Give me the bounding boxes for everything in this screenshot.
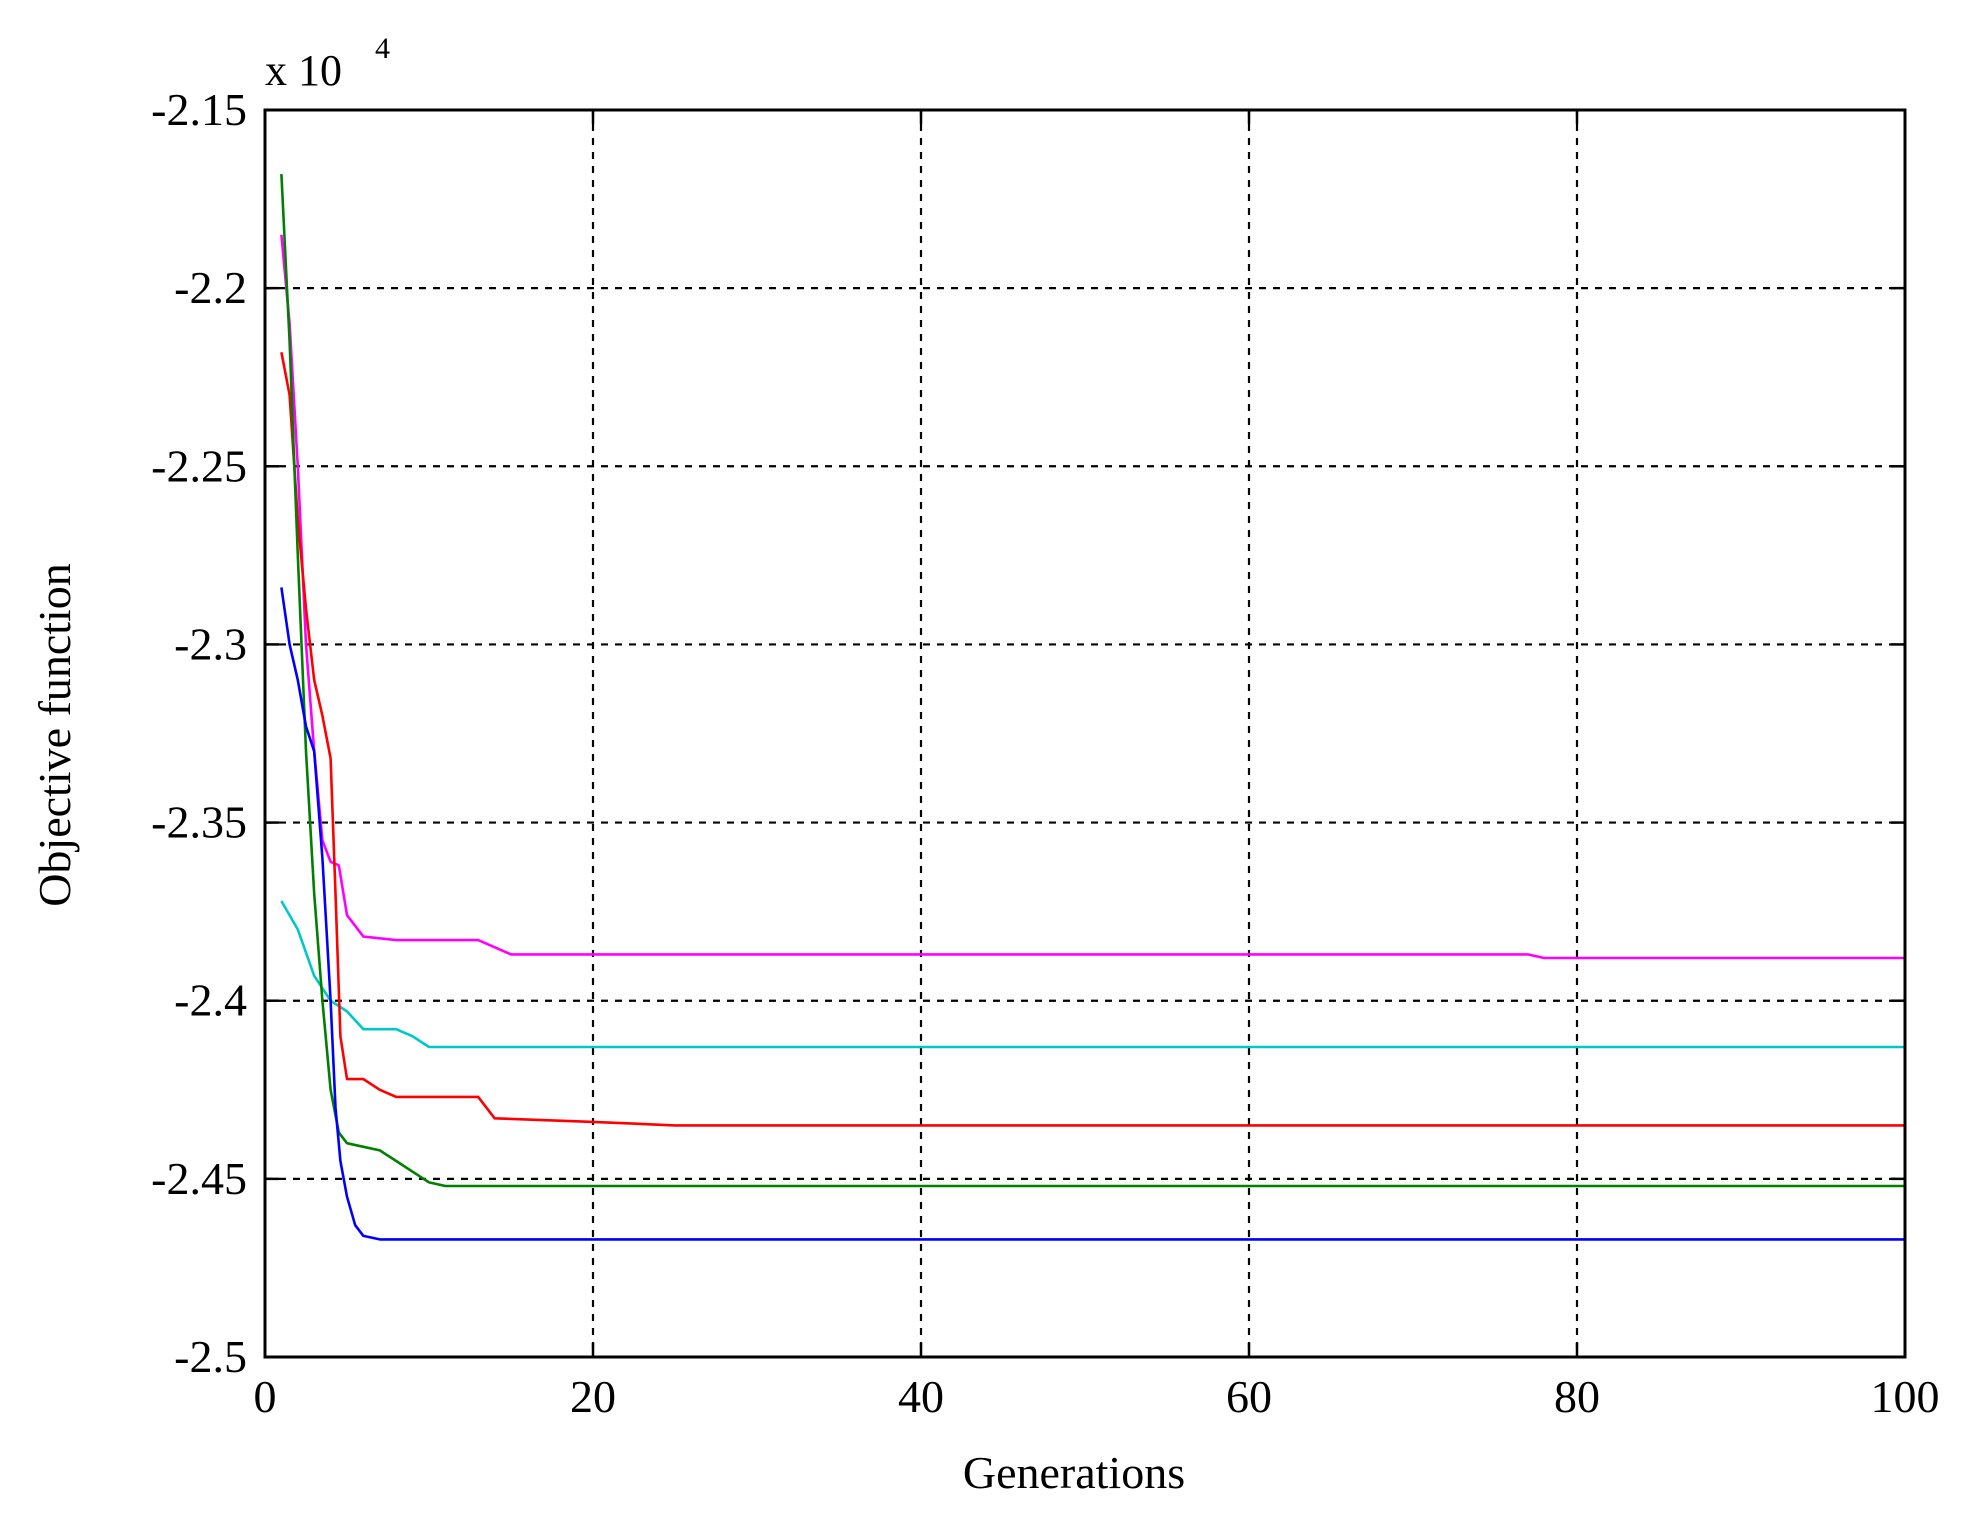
x-tick-label: 20 xyxy=(570,1371,616,1422)
series-line-2 xyxy=(280,900,1905,1049)
series-line-5 xyxy=(280,587,1905,1241)
y-tick-label: -2.25 xyxy=(151,440,247,491)
x-tick-label: 100 xyxy=(1871,1371,1940,1422)
x-axis-label: Generations xyxy=(963,1447,1185,1498)
grid-lines xyxy=(265,108,1905,1357)
y-tick-labels: -2.15 -2.2 -2.25 -2.3 -2.35 -2.4 -2.45 -2.5 xyxy=(151,84,247,1382)
series-line-4 xyxy=(280,174,1905,1188)
series-line-3 xyxy=(280,352,1905,1127)
x-tick-label: 40 xyxy=(898,1371,944,1422)
axis-ticks xyxy=(263,108,1907,1359)
y-tick-label: -2.35 xyxy=(151,797,247,848)
y-tick-label: -2.15 xyxy=(151,84,247,135)
plot-frame xyxy=(263,108,1907,1359)
y-tick-label: -2.2 xyxy=(174,262,247,313)
axis-multiplier: x 10 xyxy=(265,46,342,95)
x-tick-labels: 0 20 40 60 80 100 xyxy=(254,1371,1940,1422)
axis-multiplier-exponent: 4 xyxy=(375,32,390,65)
series-line-1 xyxy=(280,234,1905,960)
y-tick-label: -2.4 xyxy=(174,975,247,1026)
x-tick-label: 60 xyxy=(1226,1371,1272,1422)
y-axis-label: Objective function xyxy=(29,563,80,907)
x-tick-label: 80 xyxy=(1554,1371,1600,1422)
series-lines xyxy=(280,174,1905,1241)
x-tick-label: 0 xyxy=(254,1371,277,1422)
y-tick-label: -2.5 xyxy=(174,1331,247,1382)
y-tick-label: -2.3 xyxy=(174,618,247,669)
y-tick-label: -2.45 xyxy=(151,1153,247,1204)
